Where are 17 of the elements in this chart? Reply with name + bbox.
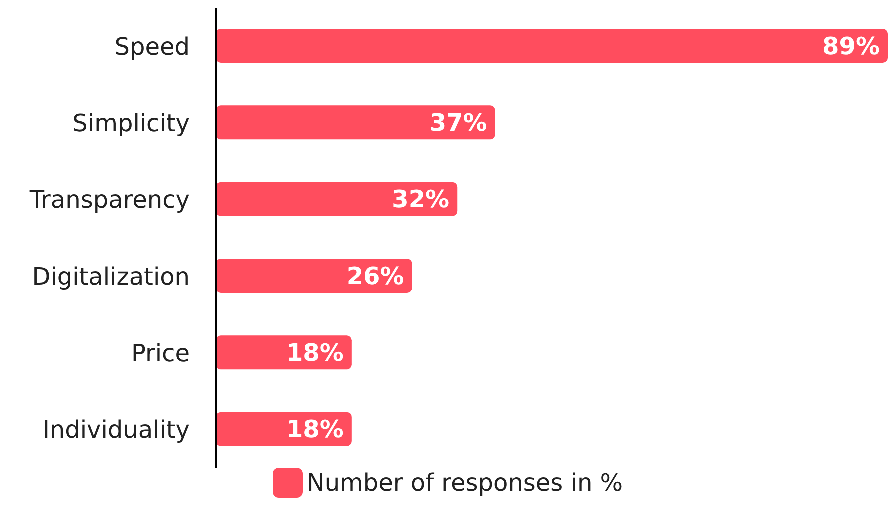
y-tick-label: Individuality — [42, 416, 190, 444]
y-tick-label: Transparency — [28, 186, 190, 214]
data-label: 32% — [392, 186, 450, 214]
bar — [216, 106, 496, 140]
data-label: 18% — [286, 339, 344, 368]
data-label: 26% — [346, 262, 404, 290]
y-tick-label: Speed — [114, 32, 190, 61]
bar — [216, 29, 888, 63]
legend-label: Number of responses in % — [306, 469, 624, 497]
data-label: 89% — [822, 32, 880, 60]
y-tick-label: Price — [131, 340, 190, 368]
bar — [216, 182, 458, 216]
data-label: 18% — [286, 416, 344, 444]
bar — [216, 259, 412, 293]
y-tick-label: Simplicity — [72, 110, 190, 138]
y-tick-label: Digitalization — [32, 262, 190, 291]
data-label: 37% — [430, 109, 488, 138]
